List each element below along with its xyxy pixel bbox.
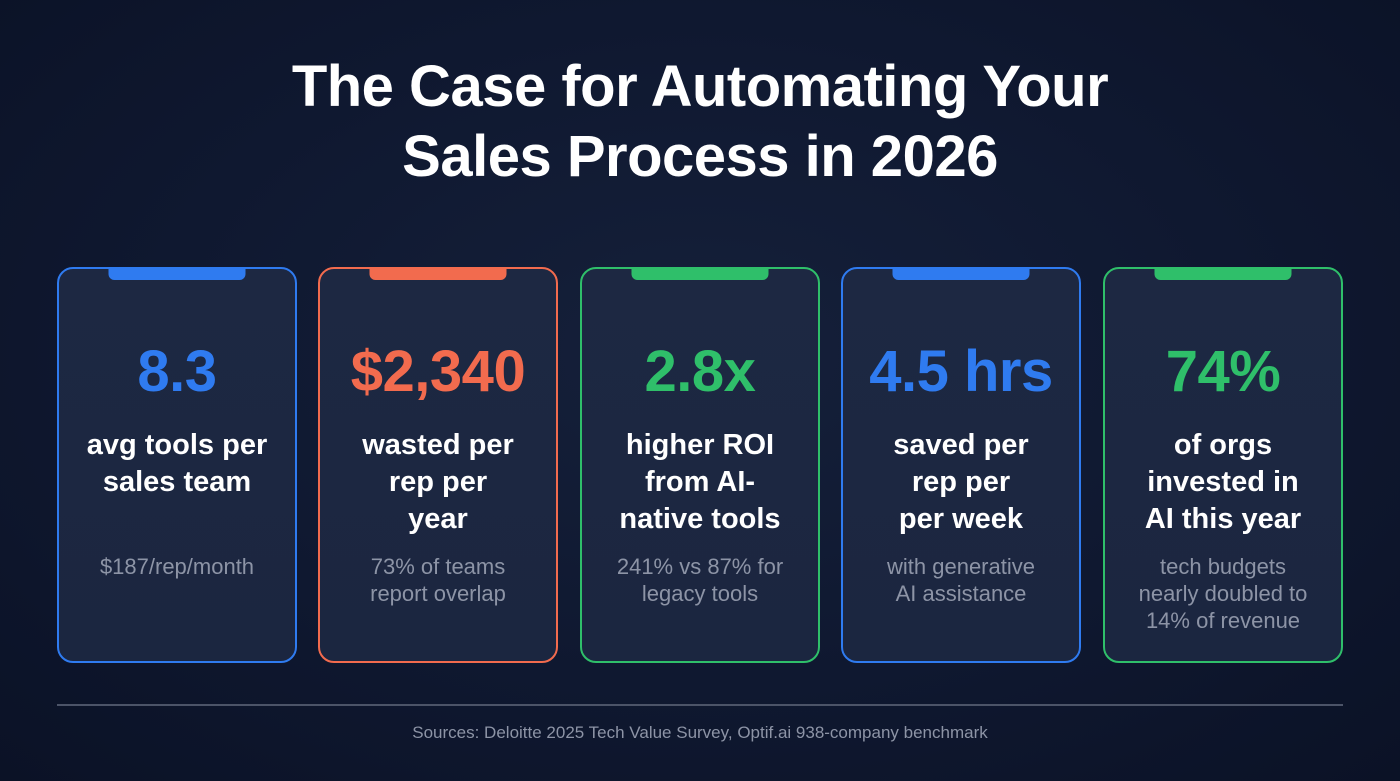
stat-value: 2.8x (644, 339, 756, 404)
stat-label-line: higher ROI (625, 429, 775, 461)
stat-card-time-saved: 4.5 hrs saved per rep per per week with … (841, 267, 1081, 663)
stat-note: 73% of teams report overlap (330, 553, 546, 607)
stat-card-tools: 8.3 avg tools per sales team $187/rep/mo… (57, 267, 297, 663)
stat-note: 241% vs 87% for legacy tools (592, 553, 808, 607)
stat-card-roi: 2.8x higher ROI from AI- native tools 24… (580, 267, 820, 663)
title-line-1: The Case for Automating Your (291, 54, 1109, 119)
stat-note: $187/rep/month (69, 553, 285, 580)
stat-label: wasted per rep per year (328, 427, 548, 538)
stat-label-line: native tools (619, 503, 781, 535)
footer-divider (57, 704, 1343, 706)
stat-label-line: year (408, 503, 468, 535)
card-accent-tab (369, 267, 507, 280)
card-accent-tab (631, 267, 769, 280)
stat-note-line: nearly doubled to (1138, 581, 1308, 606)
stat-note-line: AI assistance (895, 581, 1027, 606)
stat-label-line: sales team (102, 466, 252, 498)
stat-note: tech budgets nearly doubled to 14% of re… (1115, 553, 1331, 634)
stat-note-line: with generative (887, 554, 1035, 579)
stat-label-line: AI this year (1144, 503, 1302, 535)
stat-label-line: avg tools per (86, 429, 268, 461)
stat-note-line: $187/rep/month (99, 554, 255, 579)
stat-label: avg tools per sales team (67, 427, 287, 501)
stat-label: of orgs invested in AI this year (1113, 427, 1333, 538)
stat-label-line: from AI- (644, 466, 756, 498)
stat-value: 8.3 (137, 339, 217, 404)
stat-note-line: 14% of revenue (1145, 608, 1301, 633)
stat-label-line: saved per (893, 429, 1029, 461)
card-accent-tab (108, 267, 246, 280)
stat-note-line: 241% vs 87% for (616, 554, 784, 579)
page-title: The Case for Automating Your Sales Proce… (0, 52, 1400, 192)
stat-label-line: wasted per (362, 429, 514, 461)
title-line-2: Sales Process in 2026 (402, 124, 998, 189)
stat-cards: 8.3 avg tools per sales team $187/rep/mo… (57, 267, 1343, 663)
sources-footnote: Sources: Deloitte 2025 Tech Value Survey… (412, 723, 988, 742)
stat-value: 4.5 hrs (869, 339, 1053, 404)
stat-label-line: of orgs (1173, 429, 1273, 461)
stat-label: saved per rep per per week (851, 427, 1071, 538)
stat-value: 74% (1165, 339, 1281, 404)
stat-note-line: 73% of teams (370, 554, 506, 579)
card-accent-tab (1154, 267, 1292, 280)
stat-note: with generative AI assistance (853, 553, 1069, 607)
stat-note-line: tech budgets (1160, 554, 1286, 579)
stat-note-line: legacy tools (641, 581, 759, 606)
stat-note-line: report overlap (370, 581, 506, 606)
card-accent-tab (892, 267, 1030, 280)
stat-card-waste: $2,340 wasted per rep per year 73% of te… (318, 267, 558, 663)
stat-label-line: invested in (1147, 466, 1299, 498)
stat-card-ai-investment: 74% of orgs invested in AI this year tec… (1103, 267, 1343, 663)
stat-value: $2,340 (350, 339, 526, 404)
stat-label-line: per week (898, 503, 1024, 535)
stat-label-line: rep per (911, 466, 1011, 498)
stat-label: higher ROI from AI- native tools (590, 427, 810, 538)
stat-label-line: rep per (388, 466, 488, 498)
